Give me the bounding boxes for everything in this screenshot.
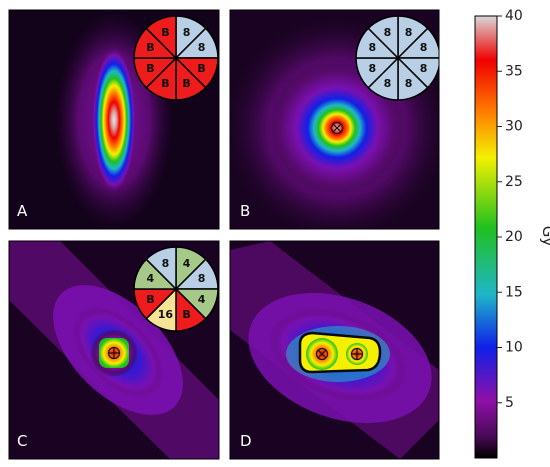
- sector-label-1: 8: [183, 26, 191, 39]
- sector-label-3: 8: [420, 62, 428, 75]
- oplus-marker-cross: [108, 347, 120, 359]
- colorbar: 5 10 15 20 25 30 35 40 Gy: [474, 8, 550, 459]
- panel-d: D: [230, 241, 439, 459]
- colorbar-ticks: 5 10 15 20 25 30 35 40: [497, 8, 523, 411]
- colorbar-tick-label: 40: [505, 8, 523, 24]
- sector-label-5: 16: [158, 308, 174, 321]
- sector-label-7: 8: [369, 41, 377, 54]
- colorbar-gradient: [474, 15, 498, 459]
- sector-label-4: B: [182, 308, 190, 321]
- colorbar-tick-label: 15: [505, 284, 523, 300]
- sector-label-4: 8: [405, 77, 413, 90]
- markers-c: [107, 346, 121, 360]
- sector-label-4: B: [182, 77, 190, 90]
- markers-b: [330, 121, 344, 135]
- otimes-marker-cross: [317, 349, 327, 359]
- sector-label-8: 8: [384, 26, 392, 39]
- sector-ring: [133, 15, 219, 101]
- sector-label-3: B: [197, 62, 205, 75]
- panel-label-d: D: [240, 432, 252, 450]
- sector-label-5: B: [161, 77, 169, 90]
- sector-label-6: B: [146, 62, 154, 75]
- sector-label-2: 8: [420, 41, 428, 54]
- otimes-marker-cross: [332, 123, 342, 133]
- otimes-marker: [330, 121, 344, 135]
- sector-ring: [133, 246, 219, 332]
- sector-label-8: B: [161, 26, 169, 39]
- markers-d: [315, 347, 364, 361]
- sector-label-7: 4: [147, 272, 155, 285]
- sector-label-1: 4: [183, 257, 191, 270]
- sector-label-3: 4: [198, 293, 206, 306]
- colorbar-tick-label: 25: [505, 174, 523, 190]
- sector-label-6: 8: [369, 62, 377, 75]
- sector-label-1: 8: [405, 26, 413, 39]
- sector-label-2: 8: [198, 272, 206, 285]
- sector-label-7: B: [146, 41, 154, 54]
- sector-ring: [355, 15, 439, 101]
- otimes-marker: [315, 347, 329, 361]
- colorbar-tick-label: 20: [505, 229, 523, 245]
- colorbar-label: Gy: [539, 226, 550, 247]
- sector-label-8: 8: [162, 257, 170, 270]
- colorbar-tick-label: 30: [505, 119, 523, 135]
- sector-label-2: 8: [198, 41, 206, 54]
- colorbar-tick-label: 10: [505, 340, 523, 356]
- panel-label-b: B: [240, 202, 250, 220]
- colorbar-tick-label: 35: [505, 63, 523, 79]
- oplus-marker-cross: [351, 348, 363, 360]
- sector-label-6: B: [146, 293, 154, 306]
- sector-label-5: 8: [384, 77, 392, 90]
- panel-label-a: A: [17, 202, 28, 220]
- panel-label-c: C: [17, 432, 27, 450]
- colorbar-tick-label: 5: [505, 395, 514, 411]
